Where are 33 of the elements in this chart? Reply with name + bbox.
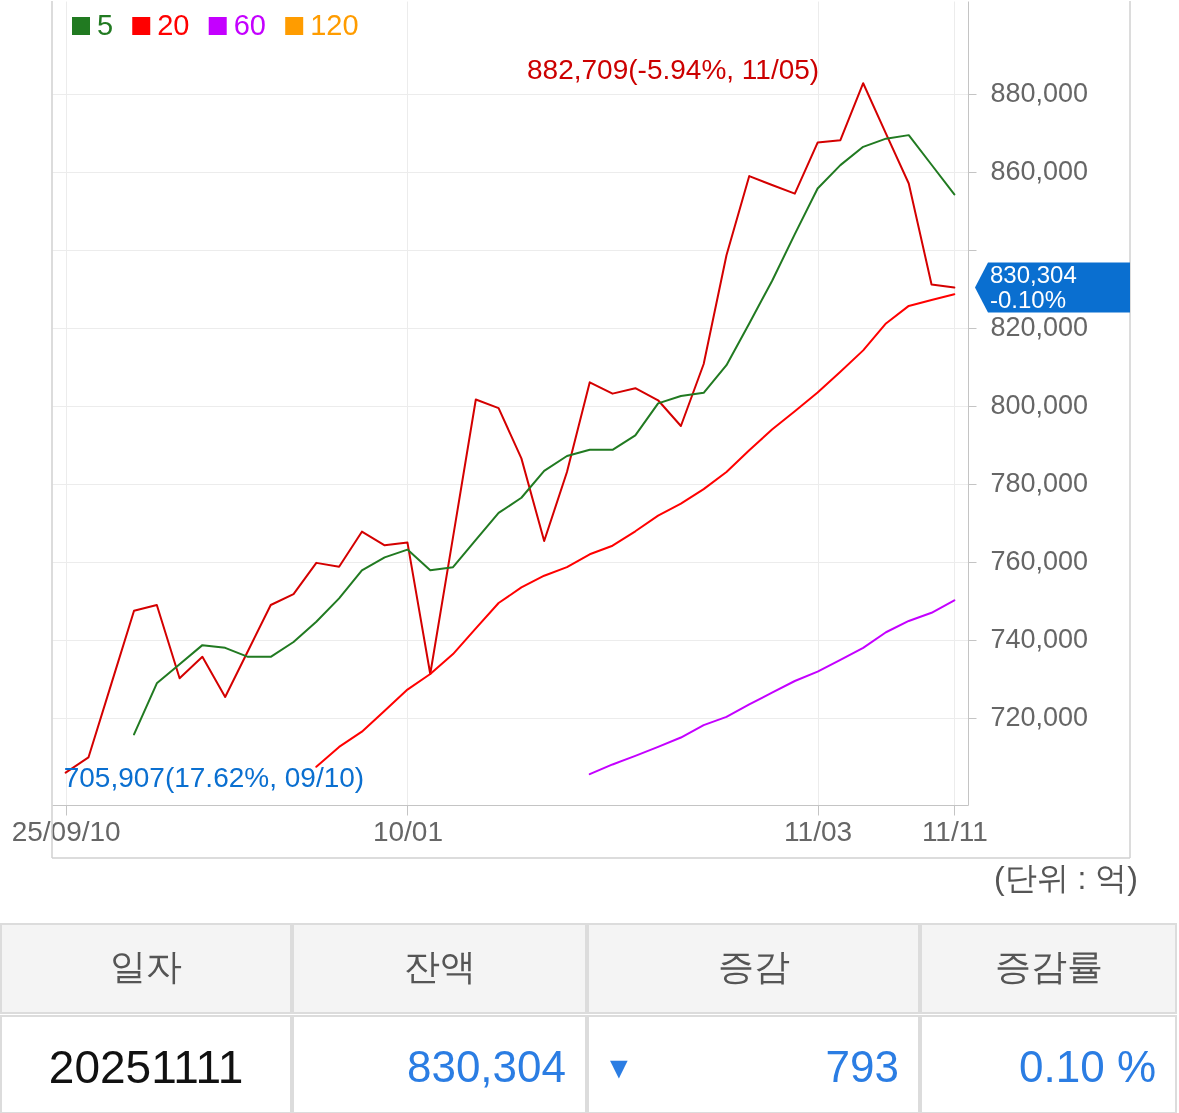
y-tick-label: 820,000 <box>990 312 1089 343</box>
x-tick-label: 11/11 <box>921 815 988 847</box>
legend-label: 120 <box>310 9 359 41</box>
category-label: 증감률 <box>994 946 1103 987</box>
y-tick-label: 880,000 <box>990 78 1089 109</box>
text: ▼ <box>604 1051 634 1084</box>
category-label: 증감 <box>717 946 790 987</box>
legend-label: 5 <box>97 9 114 41</box>
y-tick-label: 800,000 <box>990 390 1089 421</box>
line-series <box>133 134 956 736</box>
x-tick-label: 11/03 <box>784 815 853 847</box>
text: 830,304 <box>406 1042 566 1091</box>
y-tick-label: 720,000 <box>990 702 1089 733</box>
y-tick-label: 780,000 <box>990 468 1089 499</box>
legend-label: 60 <box>233 9 266 41</box>
x-tick-label: 25/09/10 <box>11 815 121 847</box>
category-label: 일자 <box>110 946 182 987</box>
text: 20251111 <box>48 1041 244 1093</box>
line-series <box>588 599 956 776</box>
text: -0.10% <box>990 285 1067 313</box>
y-tick-label: 740,000 <box>990 624 1089 655</box>
x-tick-label: 10/01 <box>372 815 443 847</box>
text: 0.10 % <box>1019 1042 1156 1091</box>
y-tick-label: 860,000 <box>990 156 1089 187</box>
text: 793 <box>825 1042 899 1091</box>
category-label: 잔액 <box>403 946 476 987</box>
y-tick-label: 760,000 <box>990 546 1089 577</box>
text: 830,304 <box>990 260 1077 288</box>
annotation: 705,907(17.62%, 09/10) <box>63 761 365 793</box>
legend-label: 20 <box>157 9 190 41</box>
annotation: 882,709(-5.94%, 11/05) <box>527 54 820 86</box>
line-series <box>315 293 956 768</box>
text: (단위 : 억) <box>994 860 1138 896</box>
